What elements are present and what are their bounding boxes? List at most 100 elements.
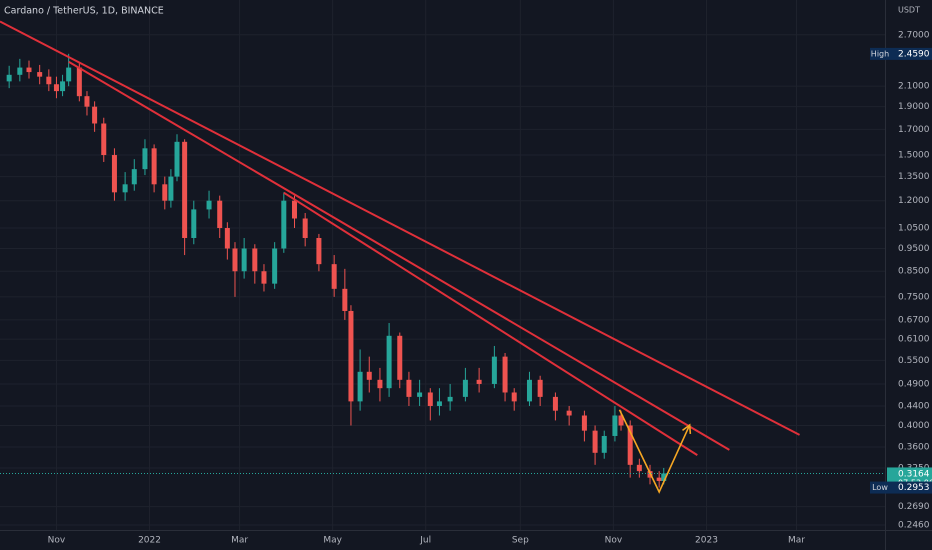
candle-body <box>168 176 174 201</box>
candle-body <box>592 430 598 453</box>
candle-body <box>618 415 624 426</box>
y-tick-label: 2.7000 <box>898 30 930 40</box>
candle-body <box>348 310 354 402</box>
candle-body <box>406 379 412 397</box>
y-tick-label: 0.3600 <box>898 443 930 453</box>
x-tick-label: Sep <box>512 536 529 546</box>
candle-body <box>76 67 82 97</box>
candle-body <box>566 410 572 416</box>
candle-body <box>272 248 278 284</box>
y-tick-label: 1.5000 <box>898 151 930 161</box>
y-tick-label: 0.2690 <box>898 502 930 512</box>
candle-body <box>206 200 212 210</box>
candle-body <box>232 248 238 272</box>
candle-body <box>331 264 337 289</box>
y-tick-label: 0.7500 <box>898 292 930 302</box>
chart-title: Cardano / TetherUS, 1D, BINANCE <box>4 6 164 17</box>
price-marker-badge <box>891 47 932 60</box>
y-tick-label: 0.8500 <box>898 267 930 277</box>
candle-body <box>217 200 223 229</box>
y-tick-label: 0.9500 <box>898 244 930 254</box>
candle-body <box>502 356 508 393</box>
price-marker-value: 0.2953 <box>898 483 930 493</box>
candle-body <box>131 169 137 185</box>
candle-body <box>302 218 308 238</box>
x-tick-label: 2022 <box>138 536 161 546</box>
candle-body <box>636 464 642 472</box>
candle-body <box>377 379 383 389</box>
candle-body <box>436 401 442 406</box>
candle-body <box>661 473 667 481</box>
candle-body <box>6 74 12 82</box>
candle-body <box>552 396 558 411</box>
y-tick-label: 1.2000 <box>898 196 930 206</box>
candle-body <box>241 248 247 272</box>
candle-body <box>537 379 543 397</box>
y-tick-label: 1.9000 <box>898 102 930 112</box>
y-tick-label: 1.0500 <box>898 224 930 234</box>
candle-body <box>53 84 59 92</box>
candle-body <box>476 379 482 384</box>
y-tick-label: 0.2460 <box>898 520 930 530</box>
x-tick-label: Jul <box>419 536 431 546</box>
candle-body <box>656 477 662 481</box>
candle-body <box>174 141 180 177</box>
y-tick-label: 1.3500 <box>898 172 930 182</box>
y-tick-label: 0.5500 <box>898 356 930 366</box>
price-marker-badge <box>891 481 932 494</box>
candle-body <box>92 106 98 124</box>
candle-body <box>66 67 72 82</box>
candle-body <box>447 396 453 402</box>
candle-body <box>122 184 128 193</box>
candle-body <box>397 335 403 380</box>
x-tick-label: May <box>323 536 342 546</box>
candle-body <box>84 96 90 107</box>
candle-body <box>316 237 322 265</box>
y-tick-label: 1.7000 <box>898 125 930 135</box>
last-price-label: 0.3164 <box>898 469 930 479</box>
candle-body <box>224 228 230 249</box>
candle-body <box>291 200 297 219</box>
candle-body <box>612 415 618 436</box>
candle-body <box>37 72 43 77</box>
candle-body <box>191 209 197 238</box>
candle-body <box>386 335 392 389</box>
candle-body <box>342 288 348 311</box>
trendline <box>68 60 730 451</box>
candle-body <box>427 392 433 406</box>
candle-body <box>182 141 188 238</box>
trendline <box>0 20 801 436</box>
candle-body <box>261 271 267 284</box>
price-marker-name: Low <box>872 483 888 492</box>
x-tick-label: Mar <box>231 536 248 546</box>
x-tick-label: 2023 <box>695 536 718 546</box>
candle-body <box>162 184 168 201</box>
candle-body <box>26 67 32 73</box>
price-marker-name: High <box>871 49 889 58</box>
y-tick-label: 2.1000 <box>898 82 930 92</box>
candle-body <box>60 81 66 92</box>
trendline <box>283 191 698 456</box>
candle-body <box>357 371 363 402</box>
projection-arrowhead <box>682 423 692 435</box>
y-tick-label: 0.6700 <box>898 315 930 325</box>
candle-body <box>526 379 532 402</box>
candle-body <box>46 76 52 85</box>
x-tick-label: Nov <box>48 536 66 546</box>
candle-body <box>417 392 423 397</box>
candle-body <box>601 435 607 453</box>
candle-body <box>627 425 633 465</box>
candle-body <box>151 148 157 185</box>
axis-unit: USDT <box>898 6 920 15</box>
candle-body <box>142 148 148 170</box>
candle-body <box>581 415 587 431</box>
candle-body <box>511 392 517 402</box>
y-tick-label: 0.4000 <box>898 421 930 431</box>
candle-body <box>101 123 107 156</box>
x-tick-label: Mar <box>788 536 805 546</box>
price-marker-tag <box>870 47 891 60</box>
projection-path <box>618 409 691 494</box>
price-marker-value: 2.4590 <box>898 49 930 59</box>
